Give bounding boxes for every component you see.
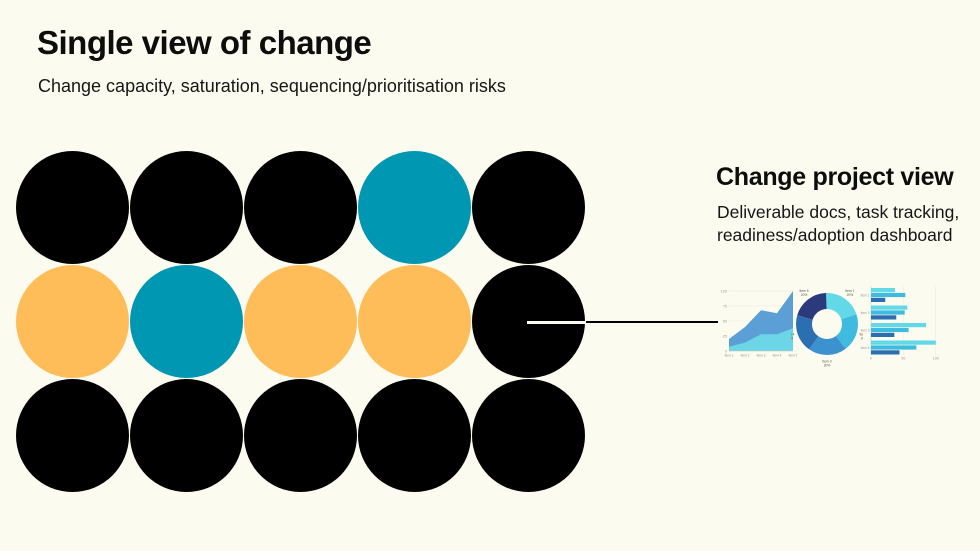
svg-text:20%: 20% — [791, 336, 793, 340]
svg-text:Item 4: Item 4 — [773, 354, 782, 358]
svg-text:20%: 20% — [847, 293, 854, 297]
callout-description-line2: readiness/adoption dashboard — [717, 225, 953, 245]
svg-text:Item 2: Item 2 — [861, 311, 870, 315]
svg-text:0: 0 — [870, 357, 872, 361]
svg-text:Item 3: Item 3 — [861, 328, 870, 332]
change-circle-r3-c2-black — [130, 379, 243, 492]
change-circle-r2-c3-orange — [244, 265, 357, 378]
change-circle-r2-c2-teal — [130, 265, 243, 378]
horizontal-bar-chart: 0 50 100 Item 1 Item 2 Item 3 Item 4 — [857, 285, 945, 368]
svg-text:Item 1: Item 1 — [861, 293, 870, 297]
area-chart: 0 25 50 75 100 Item 1 Item 2 Item 3 Item 4 Item 5 — [715, 285, 798, 370]
change-circle-r2-c1-orange — [16, 265, 129, 378]
svg-text:50: 50 — [901, 357, 905, 361]
svg-text:25: 25 — [723, 334, 727, 338]
svg-text:0: 0 — [725, 349, 727, 353]
svg-text:Item 3: Item 3 — [757, 354, 766, 358]
svg-text:Item 5: Item 5 — [799, 289, 808, 293]
change-circle-r3-c1-black — [16, 379, 129, 492]
page-subtitle: Change capacity, saturation, sequencing/… — [38, 76, 506, 96]
svg-text:Item 1: Item 1 — [725, 354, 734, 358]
bar-chart-svg: 0 50 100 Item 1 Item 2 Item 3 Item 4 — [861, 286, 939, 361]
svg-text:Item 2: Item 2 — [741, 354, 750, 358]
connector-line — [586, 321, 718, 323]
svg-text:100: 100 — [721, 289, 727, 293]
donut-chart: Item 120%Item 220%Item 320%Item 420%Item… — [785, 278, 869, 375]
svg-text:75: 75 — [723, 304, 727, 308]
change-circle-r1-c2-black — [130, 151, 243, 264]
callout-description-line1: Deliverable docs, task tracking, — [717, 202, 960, 222]
callout-heading: Change project view — [716, 163, 954, 191]
svg-text:20%: 20% — [801, 293, 808, 297]
svg-text:Item 5: Item 5 — [789, 354, 797, 358]
change-circle-r1-c4-teal — [358, 151, 471, 264]
change-circle-r1-c5-black — [472, 151, 585, 264]
connector-line-inner-segment — [527, 321, 586, 324]
change-portfolio-bubble-grid — [16, 151, 586, 493]
change-circle-r3-c4-black — [358, 379, 471, 492]
svg-text:Item 4: Item 4 — [861, 346, 870, 350]
svg-text:20%: 20% — [824, 363, 831, 367]
callout-description: Deliverable docs, task tracking, readines… — [717, 201, 959, 247]
change-circle-r1-c1-black — [16, 151, 129, 264]
svg-text:Item 3: Item 3 — [822, 360, 831, 364]
change-circle-r3-c5-black — [472, 379, 585, 492]
svg-text:50: 50 — [723, 319, 727, 323]
svg-text:100: 100 — [933, 357, 939, 361]
page-title: Single view of change — [37, 24, 372, 61]
change-circle-r1-c3-black — [244, 151, 357, 264]
donut-chart-svg: Item 120%Item 220%Item 320%Item 420%Item… — [785, 289, 869, 367]
dashboard-thumbnail: 0 25 50 75 100 Item 1 Item 2 Item 3 Item 4 Item 5… — [710, 278, 955, 373]
area-chart-svg: 0 25 50 75 100 Item 1 Item 2 Item 3 Item 4 Item 5 — [721, 289, 798, 358]
change-circle-r3-c3-black — [244, 379, 357, 492]
svg-text:Item 1: Item 1 — [845, 289, 854, 293]
change-circle-r2-c4-orange — [358, 265, 471, 378]
